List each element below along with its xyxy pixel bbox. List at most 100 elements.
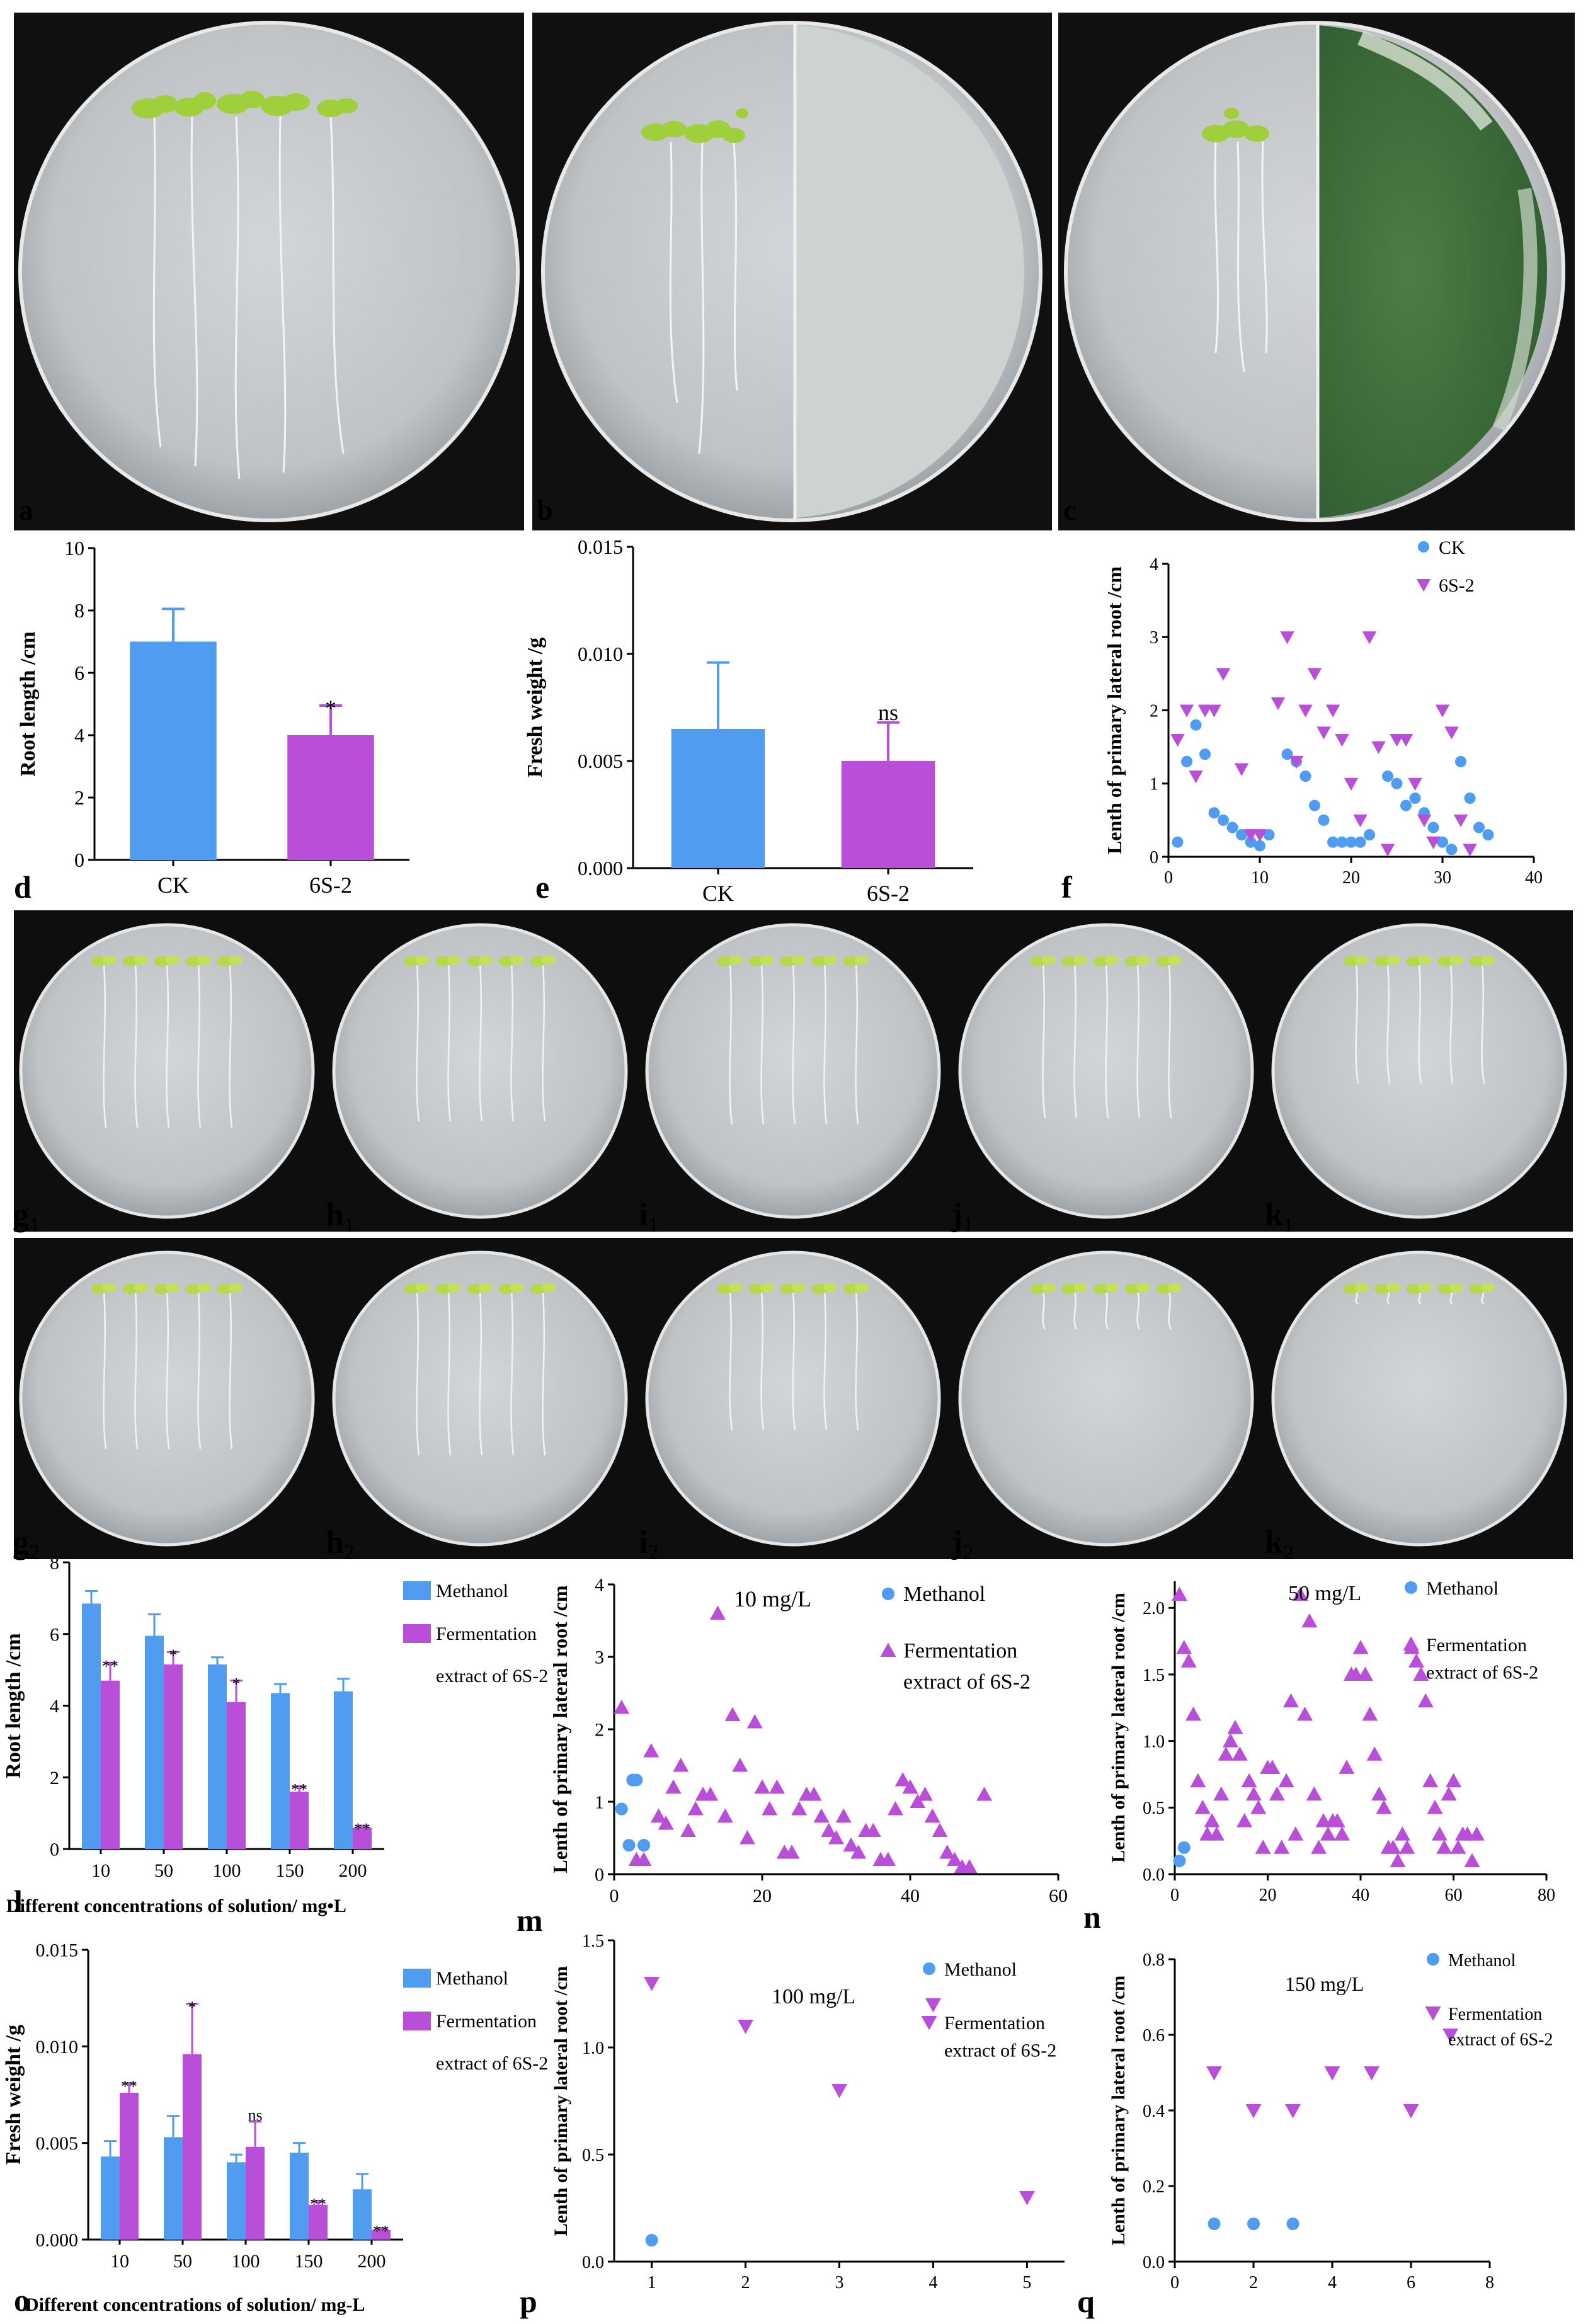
series-1 bbox=[1171, 1586, 1485, 1867]
dish-label: h2 bbox=[326, 1525, 355, 1564]
x-tick-label: 6S-2 bbox=[309, 873, 352, 898]
y-tick-label: 2 bbox=[50, 1768, 59, 1789]
panel-label: m bbox=[517, 1903, 543, 1938]
data-point bbox=[1334, 1826, 1350, 1841]
y-tick-label: 0.000 bbox=[36, 2230, 79, 2251]
seedling-leaf bbox=[1105, 1283, 1119, 1292]
data-point bbox=[821, 1823, 837, 1837]
data-point bbox=[665, 1779, 682, 1794]
data-point bbox=[1426, 836, 1441, 849]
dish-label-sub: 2 bbox=[963, 1541, 973, 1564]
data-point bbox=[1400, 799, 1412, 811]
data-point bbox=[1399, 1840, 1415, 1854]
y-tick-label: 10 bbox=[64, 537, 84, 559]
seedling-leaf bbox=[1355, 956, 1369, 965]
chart-o: 0.000 0.005 0.010 0.015 ** 10 * 50 ns 100 ** 150 ** 2… bbox=[2, 1940, 548, 2318]
seedling-root bbox=[134, 963, 139, 1128]
seedling-root bbox=[1105, 1291, 1109, 1330]
data-point bbox=[1285, 2104, 1301, 2119]
seedling-leaf bbox=[855, 956, 869, 965]
y-axis-title: Lenth of primary lateral root /cm bbox=[549, 1585, 571, 1873]
significance-mark: ns bbox=[248, 2106, 262, 2124]
data-point bbox=[1335, 734, 1349, 747]
seedling-leaf bbox=[1042, 956, 1056, 965]
data-point bbox=[813, 1808, 830, 1823]
data-point bbox=[1271, 697, 1286, 711]
x-tick-label: 1 bbox=[648, 2273, 656, 2293]
data-point bbox=[1441, 1786, 1457, 1801]
data-point bbox=[1181, 755, 1192, 767]
data-point bbox=[961, 1859, 978, 1874]
x-tick-label: 0 bbox=[1170, 2273, 1179, 2293]
x-tick-label: 2 bbox=[1249, 2273, 1258, 2293]
seedling-root bbox=[855, 963, 859, 1125]
y-tick-label: 3 bbox=[595, 1647, 604, 1668]
seedling-root bbox=[166, 963, 170, 1128]
legend-label: Fermentation bbox=[436, 2011, 537, 2032]
legend: Methanol Fermentation extract of 6S-2 bbox=[403, 1581, 548, 1686]
dish-label-sub: 2 bbox=[648, 1541, 658, 1564]
legend: CK 6S-2 bbox=[1416, 537, 1475, 596]
x-tick-label: CK bbox=[702, 881, 734, 906]
seedling-leaf bbox=[1386, 956, 1400, 965]
dish-plate bbox=[1271, 1251, 1567, 1547]
x-tick-label: 100 bbox=[232, 2251, 260, 2272]
data-point bbox=[1317, 726, 1331, 740]
data-point bbox=[910, 1794, 926, 1808]
y-axis-title: Lenth of primary lateral root /cm bbox=[1108, 1593, 1129, 1863]
x-tick-label: 80 bbox=[1538, 1886, 1555, 1905]
seedling-root bbox=[1042, 963, 1046, 1119]
seedling-leaf bbox=[542, 1283, 556, 1292]
legend: Methanol Fermentation extract of 6S-2 bbox=[1425, 1951, 1553, 2050]
seedling-leaf bbox=[823, 1283, 837, 1292]
data-point bbox=[1171, 1586, 1187, 1601]
y-tick-label: 3 bbox=[1150, 628, 1158, 648]
y-axis-title: Root length /cm bbox=[16, 631, 40, 776]
seedling-leaf bbox=[416, 1283, 430, 1292]
data-point bbox=[1352, 1640, 1369, 1654]
bar bbox=[372, 2230, 391, 2240]
y-tick-label: 0 bbox=[50, 1840, 59, 1860]
seedling-leaf bbox=[1105, 956, 1119, 965]
y-tick-label: 6 bbox=[50, 1624, 59, 1645]
dish-label: k1 bbox=[1265, 1197, 1294, 1237]
seedling-leaf bbox=[134, 1283, 148, 1292]
x-tick-label: 8 bbox=[1485, 2273, 1494, 2293]
seedling-leaf bbox=[1355, 1283, 1369, 1292]
data-point bbox=[1390, 1853, 1406, 1867]
seedling-leaf bbox=[510, 956, 524, 965]
y-tick-label: 2.0 bbox=[1143, 1599, 1165, 1618]
bar bbox=[130, 641, 217, 860]
data-point bbox=[1208, 807, 1220, 819]
data-point bbox=[658, 1816, 674, 1830]
petri-dish: j1 bbox=[951, 923, 1254, 1237]
data-point bbox=[1288, 1826, 1304, 1841]
seedling-root bbox=[510, 1291, 515, 1456]
seedling-leaf bbox=[1449, 1283, 1463, 1292]
data-point bbox=[1463, 844, 1477, 857]
y-axis-title: Lenth of primary lateral root /cm bbox=[1108, 1976, 1129, 2246]
y-tick-label: 1.0 bbox=[582, 2039, 604, 2058]
dish-label: g1 bbox=[13, 1197, 40, 1237]
data-point bbox=[902, 1779, 918, 1794]
data-point bbox=[1206, 2066, 1222, 2081]
y-tick-label: 4 bbox=[595, 1575, 604, 1596]
data-point bbox=[1431, 1826, 1448, 1841]
legend-label: Fermentation bbox=[903, 1639, 1017, 1663]
data-point bbox=[1282, 1693, 1299, 1708]
legend-swatch bbox=[403, 1624, 431, 1643]
seedling-leaf bbox=[1136, 1283, 1150, 1292]
x-tick-label: 10 bbox=[91, 1860, 110, 1881]
bar bbox=[353, 2189, 372, 2240]
x-tick-label: 20 bbox=[753, 1886, 772, 1906]
data-point bbox=[939, 1845, 956, 1859]
data-point bbox=[1366, 1746, 1383, 1761]
data-point bbox=[1255, 1840, 1271, 1854]
seedling-root bbox=[792, 1291, 796, 1431]
x-tick-label: 100 bbox=[213, 1860, 241, 1881]
bar bbox=[101, 2156, 120, 2240]
x-tick-label: 5 bbox=[1022, 2273, 1031, 2293]
data-point bbox=[880, 1852, 896, 1866]
data-point bbox=[1437, 836, 1448, 848]
seedling-leaf bbox=[1481, 956, 1495, 965]
